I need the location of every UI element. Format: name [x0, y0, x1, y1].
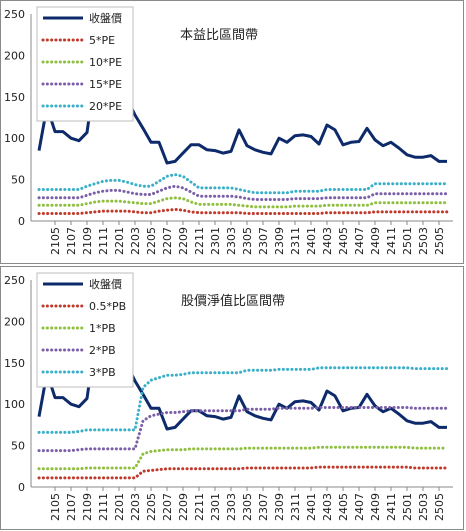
pe-x-tick-label: 2401 — [305, 227, 318, 255]
pb-x-tick-label: 2111 — [97, 493, 110, 521]
pe-series-line-1 — [37, 207, 449, 215]
pe-legend-label-2: 10*PE — [89, 56, 122, 69]
pb-x-tick-label: 2303 — [225, 493, 238, 521]
pe-x-tick-label: 2405 — [337, 227, 350, 255]
pe-y-tick-label: 250 — [4, 8, 25, 21]
pe-x-tick-label: 2305 — [241, 227, 254, 255]
pb-y-tick-label: 50 — [11, 440, 25, 453]
pe-x-tick-label: 2311 — [289, 227, 302, 255]
pe-x-tick-label: 2503 — [417, 227, 430, 255]
pb-x-tick-label: 2403 — [321, 493, 334, 521]
pe-series-line-2 — [37, 196, 449, 209]
pb-series-line-4 — [37, 366, 449, 434]
pb-x-tick-label: 2305 — [241, 493, 254, 521]
pb-x-tick-label: 2211 — [193, 493, 206, 521]
pb-x-tick-label: 2407 — [353, 493, 366, 521]
pb-legend-label-4: 3*PB — [89, 366, 116, 379]
pb-x-tick-label: 2201 — [113, 493, 126, 521]
pe-x-tick-label: 2501 — [401, 227, 414, 255]
pb-legend-label-3: 2*PB — [89, 344, 116, 357]
pb-x-tick-label: 2503 — [417, 493, 430, 521]
pb-y-tick-label: 0 — [18, 481, 25, 494]
pe-x-tick-label: 2301 — [209, 227, 222, 255]
pb-x-tick-label: 2205 — [145, 493, 158, 521]
pe-x-tick-label: 2205 — [145, 227, 158, 255]
pb-x-tick-label: 2411 — [385, 493, 398, 521]
pe-x-tick-label: 2309 — [273, 227, 286, 255]
pe-x-tick-label: 2109 — [81, 227, 94, 255]
pb-y-tick-label: 100 — [4, 398, 25, 411]
pe-series-line-3 — [37, 184, 449, 201]
pb-chart-title: 股價淨值比區間帶 — [181, 293, 285, 309]
pe-x-tick-label: 2201 — [113, 227, 126, 255]
pe-y-tick-label: 100 — [4, 132, 25, 145]
pb-x-tick-label: 2311 — [289, 493, 302, 521]
pb-series-line-1 — [37, 465, 449, 480]
pb-x-tick-label: 2309 — [273, 493, 286, 521]
pb-series-line-3 — [37, 406, 449, 453]
pe-x-tick-label: 2303 — [225, 227, 238, 255]
pb-legend-label-2: 1*PB — [89, 322, 116, 335]
pe-legend-label-1: 5*PE — [89, 34, 115, 47]
pe-x-tick-label: 2403 — [321, 227, 334, 255]
pb-x-tick-label: 2405 — [337, 493, 350, 521]
pb-legend — [36, 272, 134, 388]
pe-series-line-4 — [37, 173, 449, 195]
pe-x-tick-label: 2209 — [177, 227, 190, 255]
pb-legend-label-1: 0.5*PB — [89, 300, 126, 313]
pb-x-tick-label: 2501 — [401, 493, 414, 521]
pe-y-tick-label: 0 — [18, 215, 25, 228]
pe-x-tick-label: 2203 — [129, 227, 142, 255]
pe-y-tick-label: 200 — [4, 49, 25, 62]
pe-chart-title: 本益比區間帶 — [180, 28, 258, 43]
pb-x-tick-label: 2307 — [257, 493, 270, 521]
pb-y-tick-label: 200 — [4, 315, 25, 328]
pe-x-tick-label: 2105 — [49, 227, 62, 255]
pb-y-tick-label: 150 — [4, 357, 25, 370]
pb-legend-label-0: 收盤價 — [89, 277, 122, 291]
pe-legend-label-3: 15*PE — [89, 78, 122, 91]
pe-y-tick-label: 50 — [11, 174, 25, 187]
pb-series-line-2 — [37, 445, 449, 471]
pe-x-tick-label: 2107 — [65, 227, 78, 255]
pb-band-chart-panel: 0 50 100 150 200 250 2105 2107 2109 2111 2201 2203 2… — [0, 266, 464, 530]
pb-x-tick-label: 2409 — [369, 493, 382, 521]
pb-x-tick-label: 2207 — [161, 493, 174, 521]
pb-x-tick-label: 2105 — [49, 493, 62, 521]
pb-x-tick-label: 2109 — [81, 493, 94, 521]
pb-x-tick-label: 2203 — [129, 493, 142, 521]
pe-x-tick-label: 2411 — [385, 227, 398, 255]
pe-x-tick-label: 2307 — [257, 227, 270, 255]
pe-band-chart-panel: 0 50 100 150 200 250 2105 2107 2109 2111 2201 2203 2… — [0, 0, 464, 264]
pe-x-tick-label: 2207 — [161, 227, 174, 255]
pb-y-tick-label: 250 — [4, 274, 25, 287]
pb-x-tick-label: 2209 — [177, 493, 190, 521]
pe-x-tick-label: 2407 — [353, 227, 366, 255]
pe-legend-label-4: 20*PE — [89, 100, 122, 113]
pe-x-tick-label: 2211 — [193, 227, 206, 255]
pe-x-tick-label: 2111 — [97, 227, 110, 255]
pe-x-tick-label: 2409 — [369, 227, 382, 255]
pe-x-tick-label: 2505 — [433, 227, 446, 255]
pe-y-tick-label: 150 — [4, 91, 25, 104]
pb-x-tick-label: 2107 — [65, 493, 78, 521]
pb-x-tick-label: 2401 — [305, 493, 318, 521]
pb-x-tick-label: 2301 — [209, 493, 222, 521]
pb-x-tick-label: 2505 — [433, 493, 446, 521]
pe-legend-label-0: 收盤價 — [89, 11, 122, 25]
pe-legend — [36, 6, 134, 122]
